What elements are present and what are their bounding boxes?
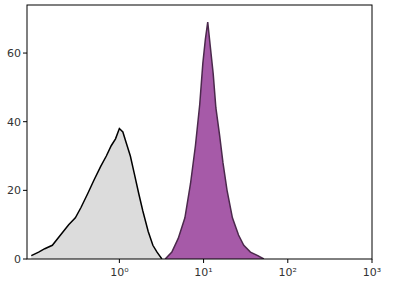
plot-area [31, 22, 264, 259]
x-tick [372, 259, 373, 263]
histogram-area [165, 22, 264, 259]
y-tick-label: 20 [7, 184, 21, 197]
histogram-line [31, 129, 162, 259]
y-tick [23, 259, 27, 260]
x-tick [203, 259, 204, 263]
chart: 0 20 40 60 10⁰ 10¹ 10² 10³ [0, 0, 400, 296]
y-tick-label: 60 [7, 47, 21, 60]
x-tick [287, 259, 288, 263]
y-tick-label: 40 [7, 116, 21, 129]
x-tick-label: 10² [279, 266, 297, 279]
y-tick [23, 190, 27, 191]
x-tick-label: 10¹ [194, 266, 212, 279]
x-tick [119, 259, 120, 263]
histogram-line [165, 22, 264, 259]
y-tick [23, 121, 27, 122]
histogram-area [31, 129, 162, 259]
y-tick-label: 0 [14, 253, 21, 266]
y-tick [23, 53, 27, 54]
plot-frame [27, 5, 372, 259]
x-tick-label: 10³ [363, 266, 381, 279]
x-tick-label: 10⁰ [110, 266, 129, 279]
